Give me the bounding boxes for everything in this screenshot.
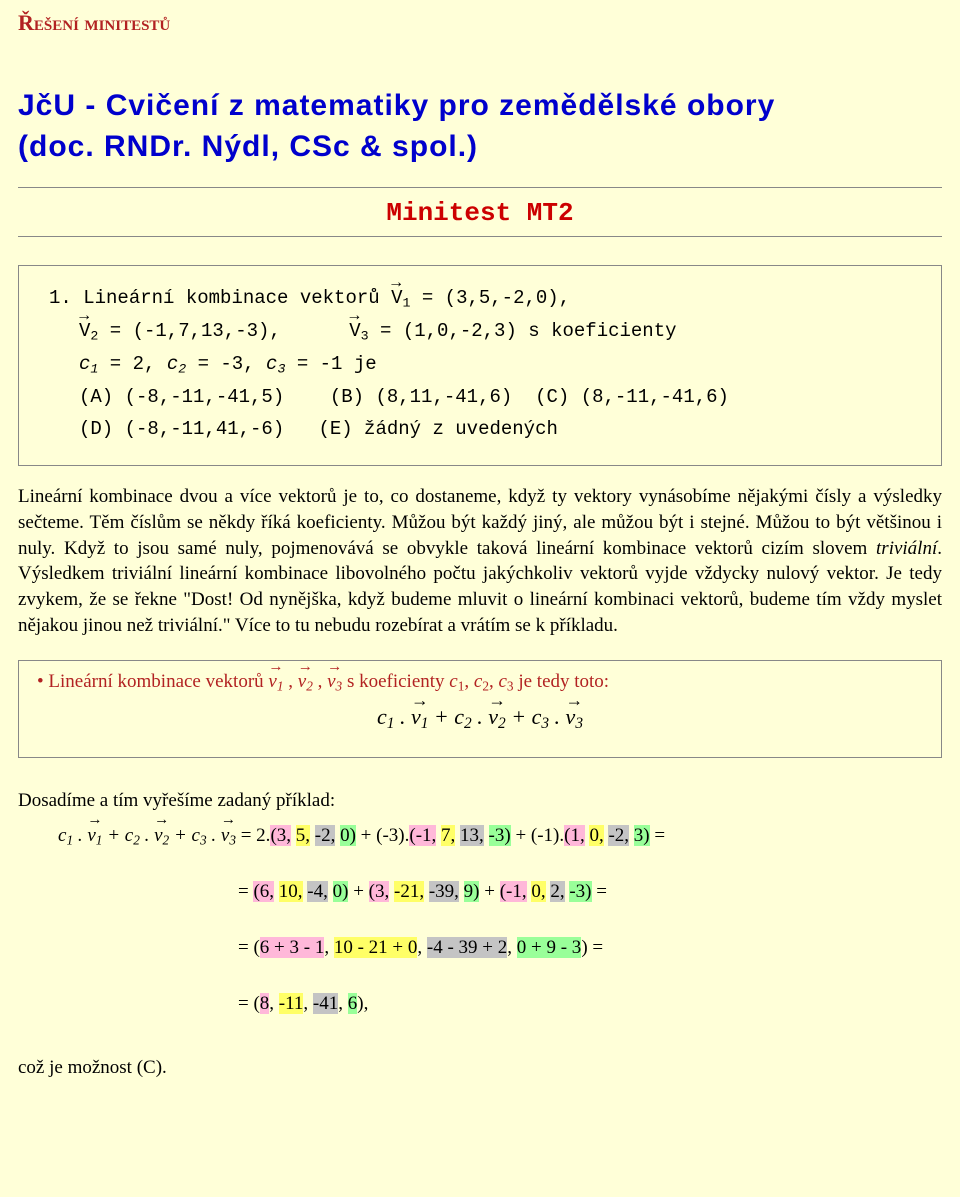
solution-row2: = (6, 10, -4, 0) + (3, -21, -39, 9) + (-… [238,875,942,909]
r1-b4: -3) [489,825,511,846]
problem-lead-text: Lineární kombinace vektorů [83,287,379,309]
r3-c: -4 - 39 + 2 [427,937,507,958]
r1-c2: 0, [589,825,603,846]
r2-a3: -4, [307,881,328,902]
c3-sym: c3 [266,353,285,375]
vector-v1-symbol: →V1 [391,282,410,315]
r3-a: 6 + 3 - 1 [260,937,325,958]
r1-a4: 0) [340,825,356,846]
divider-top [18,187,942,188]
c1: c [449,671,457,692]
r2-plus1: + [348,881,368,902]
r3-end: ) = [581,937,603,958]
coef-tail: s koeficienty [347,671,449,692]
r4-end: ), [357,993,368,1014]
c1-sym: c1 [79,353,98,375]
option-b: (B) (8,11,-41,6) [330,386,512,408]
option-e: (E) žádný z uvedených [318,418,557,440]
r1-b3: 13, [460,825,484,846]
r2-b4: 9) [464,881,480,902]
problem-line1: 1. Lineární kombinace vektorů →V1 = (3,5… [49,282,921,315]
coefbox-formula: c1 . v1 + c2 . v2 + c3 . v3 [37,704,923,733]
v2-values: = (-1,7,13,-3), [98,320,280,342]
c1-val: = 2, [98,353,166,375]
subtitle-block: Minitest MT2 [18,187,942,237]
r2-a4: 0) [333,881,349,902]
r4-a: 8 [260,993,270,1014]
solution-final: což je možnost (C). [18,1051,942,1085]
r4-c: -41 [313,993,338,1014]
s-koeficienty: s koeficienty [517,320,677,342]
solution-eq-line1: c1 . v1 + c2 . v2 + c3 . v3 = 2.(3, 5, -… [58,819,942,853]
v1-vec: v1 [268,671,283,694]
r2-b2: -21, [394,881,424,902]
coefbox-line1: • Lineární kombinace vektorů v1 , v2 , v… [37,671,923,694]
r2-b3: -39, [429,881,459,902]
r1-b2: 7, [441,825,455,846]
r2-a1: (6, [253,881,274,902]
problem-line2: →V2 = (-1,7,13,-3), →V3 = (1,0,-2,3) s k… [49,315,921,348]
c2-val: = -3, [186,353,266,375]
r2-c1: (-1, [500,881,527,902]
v2-vec: v2 [298,671,313,694]
coef-sep2: , [313,671,327,692]
r2-pre: = [238,881,253,902]
page-smallcaps-title: Řešení minitestů [18,10,942,36]
explain-text-1: Lineární kombinace dvou a více vektorů j… [18,486,942,558]
r1-a3: -2, [315,825,336,846]
course-title: JčU - Cvičení z matematiky pro zemědělsk… [18,86,942,167]
r1-a2: 5, [296,825,310,846]
v3-vec: v3 [327,671,342,694]
solution-row4: = (8, -11, -41, 6), [238,987,942,1021]
r4-pre: = ( [238,993,260,1014]
option-d: (D) (-8,-11,41,-6) [79,418,284,440]
explain-emph: triviální [876,538,937,559]
r1-b1: (-1, [409,825,436,846]
r1-c1: (1, [564,825,585,846]
plus-m1: + (-1). [511,825,564,846]
coefficient-box: • Lineární kombinace vektorů v1 , v2 , v… [18,660,942,758]
vector-v2-symbol: →V2 [79,315,98,348]
v1-values: = (3,5,-2,0), [410,287,570,309]
r1-end: = [650,825,665,846]
c3-val: = -1 je [285,353,376,375]
r3-d: 0 + 9 - 3 [517,937,582,958]
option-c: (C) (8,-11,-41,6) [535,386,729,408]
r3-b: 10 - 21 + 0 [334,937,418,958]
problem-options-line2: (D) (-8,-11,41,-6) (E) žádný z uvedených [49,413,921,445]
r1-c3: -2, [608,825,629,846]
r1-c4: 3) [634,825,650,846]
r2-c3: 2, [550,881,564,902]
solution-row3: = (6 + 3 - 1, 10 - 21 + 0, -4 - 39 + 2, … [238,931,942,965]
r2-c4: -3) [569,881,591,902]
c2-sym: c2 [167,353,186,375]
divider-bottom [18,236,942,237]
r2-b1: (3, [369,881,390,902]
problem-line3: c1 = 2, c2 = -3, c3 = -1 je [49,348,921,381]
v3-values: = (1,0,-2,3) [369,320,517,342]
r2-c2: 0, [531,881,545,902]
problem-box: 1. Lineární kombinace vektorů →V1 = (3,5… [18,265,942,466]
coef-end: je tedy toto: [514,671,610,692]
problem-num: 1. [49,287,72,309]
solution-block: Dosadíme a tím vyřešíme zadaný příklad: … [18,784,942,1085]
r4-d: 6 [348,993,358,1014]
option-a: (A) (-8,-11,-41,5) [79,386,284,408]
course-title-line2: (doc. RNDr. Nýdl, CSc & spol.) [18,127,942,168]
r2-plus2: + [479,881,499,902]
r2-end: = [592,881,607,902]
problem-options-line1: (A) (-8,-11,-41,5) (B) (8,11,-41,6) (C) … [49,381,921,413]
vector-v3-symbol: →V3 [349,315,368,348]
tuple-r1-a: (3, [270,825,291,846]
r4-b: -11 [279,993,304,1014]
r2-a2: 10, [279,881,303,902]
plus-m3: + (-3). [356,825,409,846]
coef-sep1: , [284,671,298,692]
coefbox-lead: • Lineární kombinace vektorů [37,671,268,692]
explanation-paragraph: Lineární kombinace dvou a více vektorů j… [18,484,942,638]
r3-pre: = ( [238,937,260,958]
course-title-line1: JčU - Cvičení z matematiky pro zemědělsk… [18,86,942,127]
minitest-subtitle: Minitest MT2 [18,190,942,234]
eq-2dot: = 2. [241,825,271,846]
